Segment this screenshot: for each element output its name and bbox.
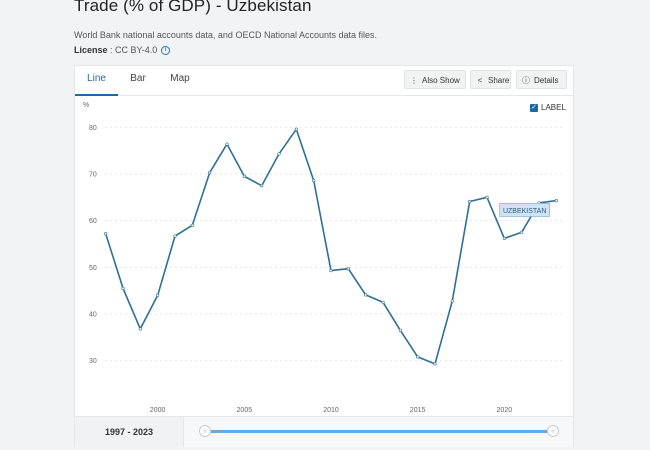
series-label-box <box>499 203 551 217</box>
year-range-label: 1997 - 2023 <box>75 417 184 447</box>
label-toggle[interactable]: ✓ LABEL <box>530 103 566 112</box>
y-tick-label: 30 <box>89 358 97 365</box>
data-point[interactable] <box>208 170 212 175</box>
data-point[interactable] <box>138 327 142 331</box>
x-axis: 2000 2005 2010 2015 2020 <box>150 407 512 414</box>
x-tick-label: 2020 <box>497 407 513 414</box>
series-label: UZBEKISTAN <box>503 208 546 215</box>
more-vertical-icon: ⋮ <box>410 76 418 85</box>
data-point[interactable] <box>381 300 385 304</box>
x-tick-label: 2000 <box>150 407 166 414</box>
data-point[interactable] <box>520 230 524 234</box>
data-point[interactable] <box>398 328 402 332</box>
share-label: Share <box>488 76 510 85</box>
data-point[interactable] <box>346 267 350 271</box>
tab-bar: Line Bar Map ⋮ Also Show < Share ⓘ Details <box>75 66 573 96</box>
license-value: : CC BY-4.0 <box>107 45 158 55</box>
range-start-handle[interactable] <box>199 425 211 437</box>
tab-bar-chart[interactable]: Bar <box>130 73 146 84</box>
range-end-handle[interactable] <box>547 425 559 437</box>
series-layer: UZBEKISTAN <box>104 127 558 366</box>
share-button[interactable]: < Share <box>470 70 511 89</box>
y-tick-label: 50 <box>89 265 97 272</box>
y-tick-label: 70 <box>89 172 97 179</box>
info-icon[interactable]: i <box>161 46 171 56</box>
year-range-track[interactable] <box>205 430 553 433</box>
y-tick-label: 40 <box>89 312 97 319</box>
data-point[interactable] <box>260 184 264 188</box>
grid-layer <box>105 126 565 362</box>
data-point[interactable] <box>485 195 489 199</box>
label-checkbox[interactable]: ✓ <box>530 103 538 112</box>
data-point[interactable] <box>416 355 420 359</box>
data-point[interactable] <box>502 236 506 240</box>
data-point[interactable] <box>173 234 177 238</box>
x-tick-label: 2005 <box>237 407 253 414</box>
data-point[interactable] <box>294 127 298 131</box>
y-axis-label: % <box>83 102 89 109</box>
also-show-label: Also Show <box>422 76 460 85</box>
data-point[interactable] <box>190 223 194 227</box>
tab-line[interactable]: Line <box>75 66 118 96</box>
share-icon: < <box>477 76 483 85</box>
data-point[interactable] <box>433 362 437 366</box>
data-point[interactable] <box>242 174 246 178</box>
data-point[interactable] <box>225 142 229 146</box>
data-point[interactable] <box>277 152 281 156</box>
x-tick-label: 2015 <box>410 407 426 414</box>
time-range-bar: 1997 - 2023 <box>75 416 573 447</box>
data-point[interactable] <box>312 178 316 183</box>
details-label: Details <box>534 76 559 85</box>
line-chart: 30 40 50 60 70 80 2000 2005 2010 2015 2020 % UZBE… <box>83 102 565 414</box>
data-point[interactable] <box>121 286 125 290</box>
data-point[interactable] <box>156 293 160 297</box>
tab-map[interactable]: Map <box>170 73 190 84</box>
details-button[interactable]: ⓘ Details <box>516 70 567 89</box>
data-point[interactable] <box>554 198 558 203</box>
data-point[interactable] <box>450 299 454 303</box>
source-text: World Bank national accounts data, and O… <box>74 30 378 40</box>
data-point[interactable] <box>104 232 108 236</box>
data-point[interactable] <box>329 269 333 273</box>
info-circle-icon: ⓘ <box>522 76 530 85</box>
y-axis: 30 40 50 60 70 80 <box>89 125 97 365</box>
license-label: License <box>74 45 108 55</box>
data-point[interactable] <box>364 293 368 297</box>
data-point[interactable] <box>468 199 472 204</box>
chart-card: Line Bar Map ⋮ Also Show < Share ⓘ Details … <box>74 65 574 447</box>
y-tick-label: 80 <box>89 125 97 132</box>
label-toggle-text: LABEL <box>541 103 566 112</box>
page-title: Trade (% of GDP) - Uzbekistan <box>74 0 312 15</box>
license-line: License : CC BY-4.0 i <box>74 45 171 56</box>
also-show-button[interactable]: ⋮ Also Show <box>404 70 466 89</box>
series-line[interactable] <box>104 128 557 365</box>
y-tick-label: 60 <box>89 218 97 225</box>
x-tick-label: 2010 <box>323 407 339 414</box>
